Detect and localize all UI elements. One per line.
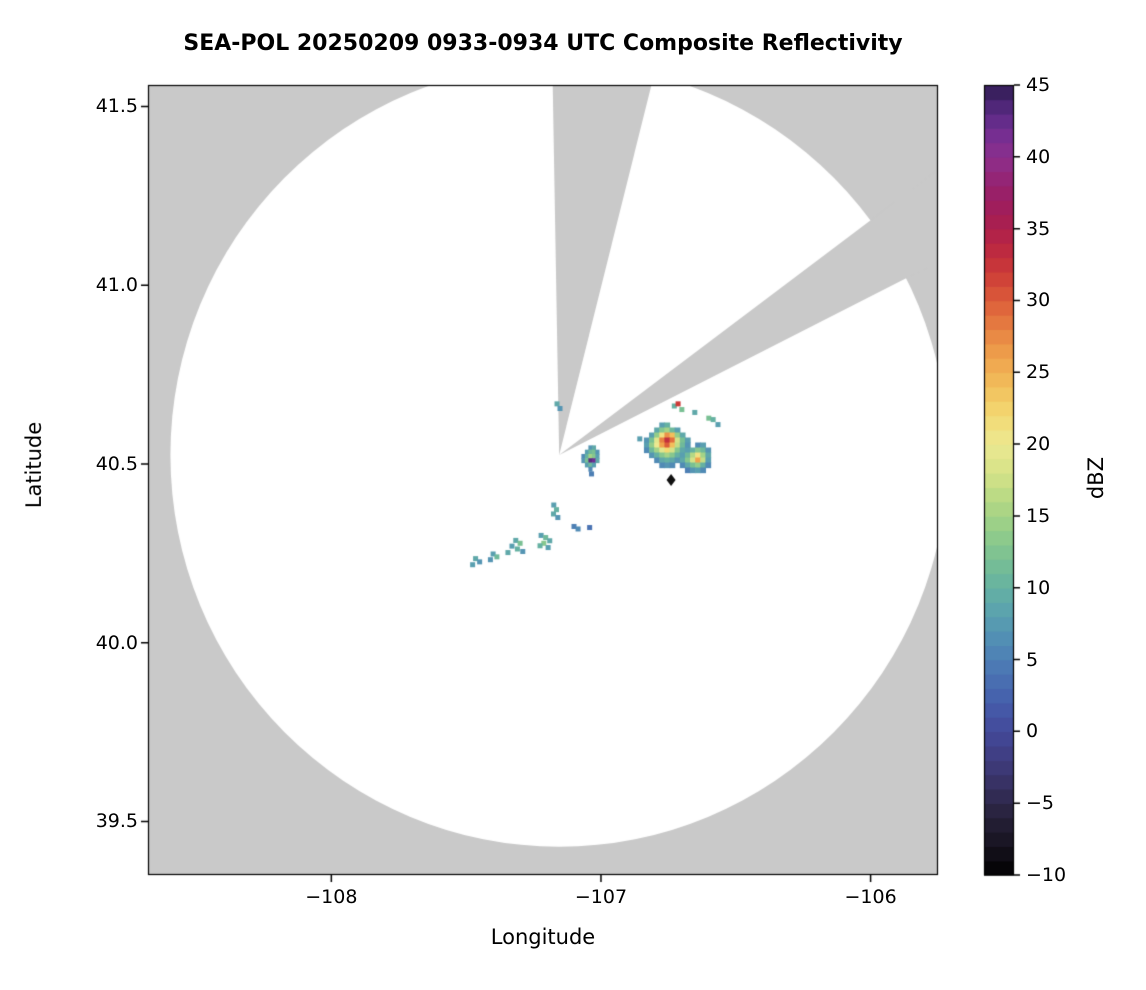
x-axis-label: Longitude bbox=[490, 925, 596, 949]
x-tick-label: −108 bbox=[305, 886, 358, 908]
x-tick-label: −107 bbox=[574, 886, 628, 908]
colorbar-tick-label: 25 bbox=[1026, 361, 1051, 384]
colorbar-tick-label: 35 bbox=[1026, 217, 1051, 240]
colorbar-tick-label: 15 bbox=[1026, 504, 1051, 527]
colorbar-tick-label: 30 bbox=[1026, 289, 1051, 312]
colorbar-tick-label: 5 bbox=[1026, 648, 1039, 671]
y-tick-label: 40.5 bbox=[95, 452, 138, 475]
y-tick-label: 41.5 bbox=[95, 95, 138, 118]
colorbar-label: dBZ bbox=[1083, 456, 1108, 500]
colorbar-tick-label: 0 bbox=[1026, 720, 1039, 743]
colorbar-tick-label: 45 bbox=[1026, 74, 1051, 96]
colorbar-tick-label: −5 bbox=[1026, 792, 1055, 815]
y-axis-label: Latitude bbox=[21, 421, 46, 509]
x-tick-label: −106 bbox=[844, 886, 897, 908]
y-tick-label: 40.0 bbox=[95, 631, 138, 654]
colorbar-tick-label: 20 bbox=[1026, 433, 1051, 456]
colorbar-tick-label: 10 bbox=[1026, 576, 1051, 599]
chart-title: SEA-POL 20250209 0933-0934 UTC Composite… bbox=[183, 31, 903, 56]
colorbar-tick-label: 40 bbox=[1026, 145, 1051, 168]
colorbar-tick-label: −10 bbox=[1026, 864, 1067, 886]
y-tick-label: 41.0 bbox=[95, 274, 138, 297]
y-tick-label: 39.5 bbox=[95, 810, 138, 833]
